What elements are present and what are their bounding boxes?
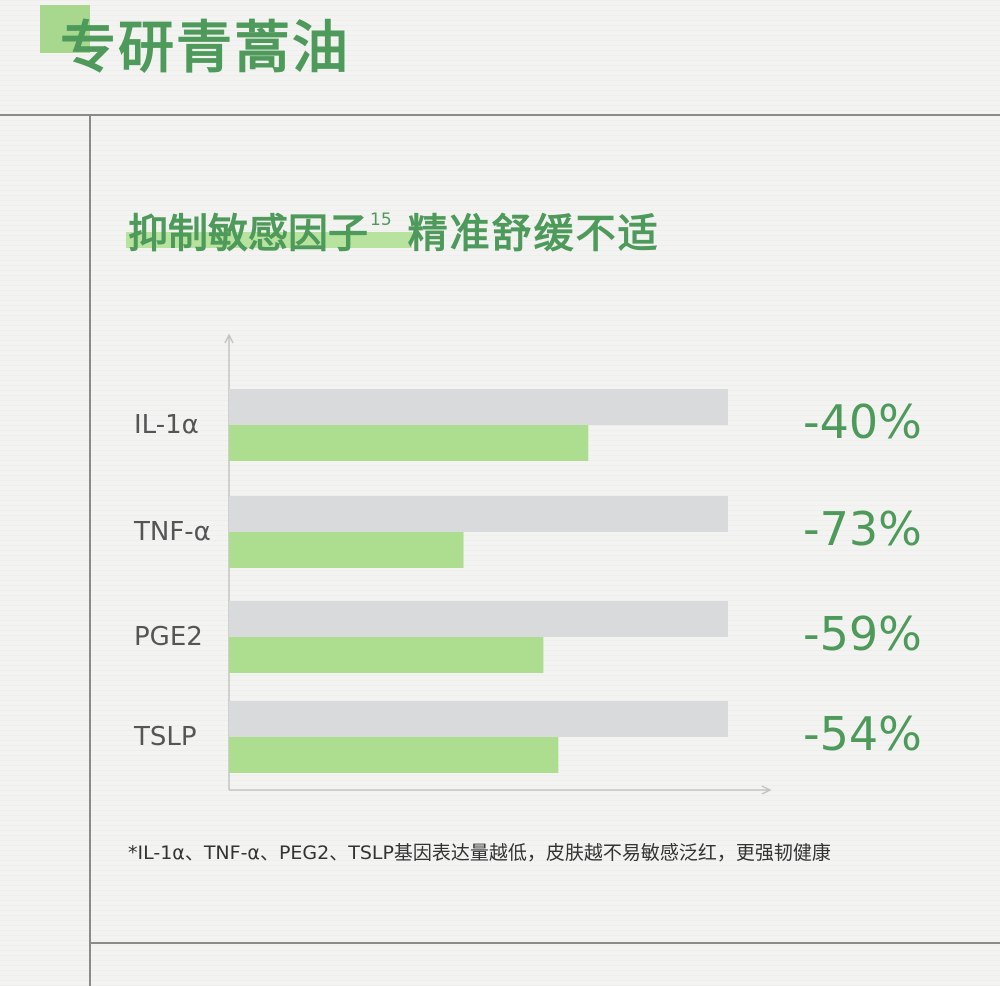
baseline-bar — [229, 601, 728, 637]
reduced-bar — [229, 637, 544, 673]
reduced-bar — [229, 425, 589, 461]
left-border-line — [89, 114, 91, 986]
x-axis-arrow — [761, 785, 772, 795]
chart-subtitle: 抑制敏感因子 15 精准舒缓不适 — [128, 193, 660, 261]
reference-superscript: 15 — [370, 210, 392, 230]
baseline-bar — [229, 496, 728, 532]
category-tick-label: IL-1α — [134, 410, 199, 440]
baseline-bar — [229, 389, 728, 425]
subtitle-main: 抑制敏感因子 — [128, 211, 368, 257]
subtitle-highlight — [126, 232, 412, 248]
bottom-border-line — [90, 942, 1000, 944]
reduction-percent-label: -54% — [803, 707, 922, 761]
page-title: 专研青蒿油 — [60, 16, 350, 81]
reduced-bar — [229, 532, 464, 568]
reduction-percent-label: -40% — [803, 395, 922, 449]
category-tick-label: PGE2 — [134, 622, 203, 652]
header-divider — [0, 114, 1000, 116]
footnote: *IL-1α、TNF-α、PEG2、TSLP基因表达量越低，皮肤越不易敏感泛红，… — [128, 842, 831, 864]
y-axis-arrow — [224, 333, 234, 344]
category-tick-label: TNF-α — [133, 517, 211, 547]
baseline-bar — [229, 701, 728, 737]
reduced-bar — [229, 737, 559, 773]
subtitle-tail: 精准舒缓不适 — [407, 211, 660, 257]
reduction-percent-label: -73% — [803, 502, 922, 556]
title-accent-block — [40, 5, 90, 53]
reduction-percent-label: -59% — [803, 607, 922, 661]
category-tick-label: TSLP — [133, 722, 197, 752]
